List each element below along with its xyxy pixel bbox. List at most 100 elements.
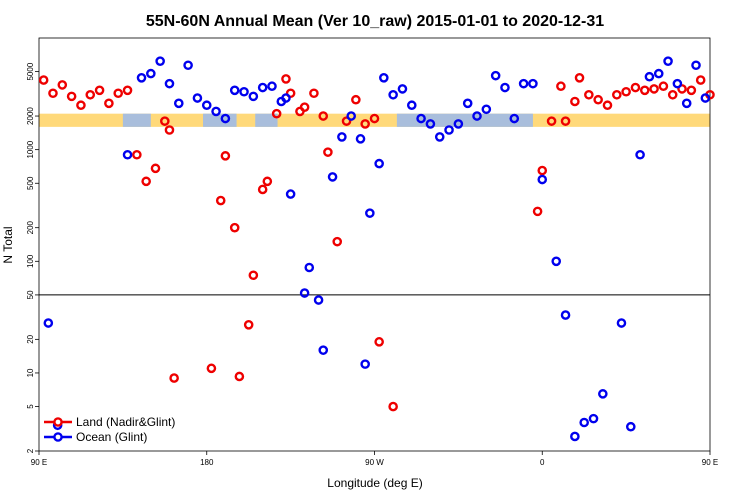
ocean-point bbox=[281, 93, 291, 103]
ocean-point bbox=[500, 82, 510, 93]
ocean-point bbox=[681, 98, 692, 109]
ocean-point bbox=[444, 125, 454, 135]
land-point bbox=[360, 119, 370, 129]
ocean-point bbox=[211, 106, 221, 117]
ocean-point bbox=[551, 256, 562, 267]
ocean-point bbox=[560, 310, 571, 320]
ocean-point bbox=[416, 113, 426, 124]
land-point bbox=[229, 222, 240, 233]
y-tick-label: 500 bbox=[26, 176, 35, 190]
ocean-point bbox=[528, 78, 538, 89]
ocean-point bbox=[183, 60, 193, 71]
ocean-point bbox=[257, 82, 268, 93]
land-point bbox=[271, 108, 282, 119]
land-point bbox=[332, 236, 343, 247]
land-point bbox=[215, 195, 226, 206]
ocean-point bbox=[425, 119, 436, 129]
y-axis-ticks: 2 5 10 20 50 100 200 500 1000 2000 5000 bbox=[26, 62, 39, 453]
y-tick-label: 5 bbox=[26, 404, 35, 409]
ocean-point bbox=[625, 421, 636, 432]
y-tick-label: 20 bbox=[26, 334, 35, 343]
ocean-point bbox=[337, 132, 347, 142]
ocean-point bbox=[406, 100, 417, 111]
ocean-point bbox=[327, 172, 338, 182]
land-point bbox=[584, 89, 594, 100]
land-point bbox=[593, 94, 603, 105]
land-point bbox=[38, 75, 49, 85]
land-point bbox=[141, 176, 151, 187]
ocean-point bbox=[136, 73, 147, 83]
ocean-band-segment bbox=[396, 113, 533, 127]
ocean-point bbox=[220, 113, 231, 124]
ocean-point bbox=[462, 98, 473, 109]
ocean-point bbox=[304, 262, 315, 273]
land-point bbox=[104, 98, 114, 109]
x-tick-label: 0 bbox=[540, 458, 545, 467]
land-point bbox=[388, 401, 398, 412]
land-point bbox=[639, 85, 650, 96]
land-point bbox=[122, 85, 133, 96]
land-point bbox=[318, 111, 329, 121]
land-point bbox=[234, 371, 245, 382]
land-point bbox=[309, 88, 319, 99]
land-point bbox=[649, 84, 659, 94]
land-point bbox=[369, 113, 380, 124]
y-tick-label: 2 bbox=[26, 448, 35, 453]
ocean-point bbox=[201, 100, 212, 111]
legend-marker bbox=[53, 432, 63, 442]
land-point bbox=[57, 80, 68, 90]
ocean-point bbox=[313, 295, 324, 305]
land-ocean-mask-band bbox=[39, 113, 710, 127]
ocean-point bbox=[434, 132, 445, 142]
ocean-point bbox=[173, 98, 184, 109]
land-point bbox=[677, 84, 687, 94]
land-point bbox=[132, 149, 142, 160]
land-point bbox=[299, 102, 310, 113]
legend-marker bbox=[53, 417, 63, 427]
land-point bbox=[574, 73, 585, 83]
ocean-point bbox=[239, 86, 249, 97]
land-point bbox=[169, 373, 179, 383]
ocean-point bbox=[397, 84, 408, 94]
ocean-point bbox=[346, 111, 357, 121]
land-point bbox=[686, 85, 697, 96]
ocean-point bbox=[229, 85, 240, 96]
land-point bbox=[695, 75, 706, 85]
x-axis-label: Longitude (deg E) bbox=[327, 476, 422, 490]
ocean-point bbox=[518, 78, 529, 89]
ocean-point bbox=[691, 60, 701, 71]
land-point bbox=[532, 206, 543, 217]
y-axis-label: N Total bbox=[1, 226, 15, 263]
y-tick-label: 50 bbox=[26, 290, 35, 299]
y-tick-label: 10 bbox=[26, 368, 35, 377]
chart-title: 55N-60N Annual Mean (Ver 10_raw) 2015-01… bbox=[146, 13, 604, 30]
land-point bbox=[94, 85, 105, 96]
ocean-point bbox=[248, 91, 259, 102]
land-point bbox=[243, 319, 254, 330]
ocean-point bbox=[653, 68, 664, 79]
x-tick-label: 90 E bbox=[31, 458, 47, 467]
land-point bbox=[206, 363, 217, 374]
ocean-point bbox=[579, 417, 589, 428]
land-point bbox=[621, 86, 631, 97]
ocean-point bbox=[299, 288, 310, 298]
legend-label-land: Land (Nadir&Glint) bbox=[76, 415, 175, 429]
land-point bbox=[556, 81, 566, 92]
land-point bbox=[164, 125, 175, 135]
land-point bbox=[570, 96, 580, 107]
legend: Land (Nadir&Glint)Ocean (Glint) bbox=[44, 415, 175, 444]
land-point bbox=[160, 116, 170, 126]
y-tick-label: 2000 bbox=[26, 107, 35, 125]
land-point bbox=[546, 116, 557, 126]
land-point bbox=[560, 116, 571, 126]
ocean-point bbox=[318, 345, 329, 355]
ocean-band-segment bbox=[255, 113, 278, 127]
ocean-point bbox=[122, 149, 133, 160]
ocean-point bbox=[43, 318, 54, 328]
ocean-point bbox=[663, 56, 673, 66]
ocean-point bbox=[481, 104, 492, 115]
x-tick-label: 180 bbox=[200, 458, 214, 467]
ocean-point bbox=[570, 431, 580, 442]
x-axis-ticks: 90 E 180 90 W 0 90 E bbox=[31, 451, 718, 467]
